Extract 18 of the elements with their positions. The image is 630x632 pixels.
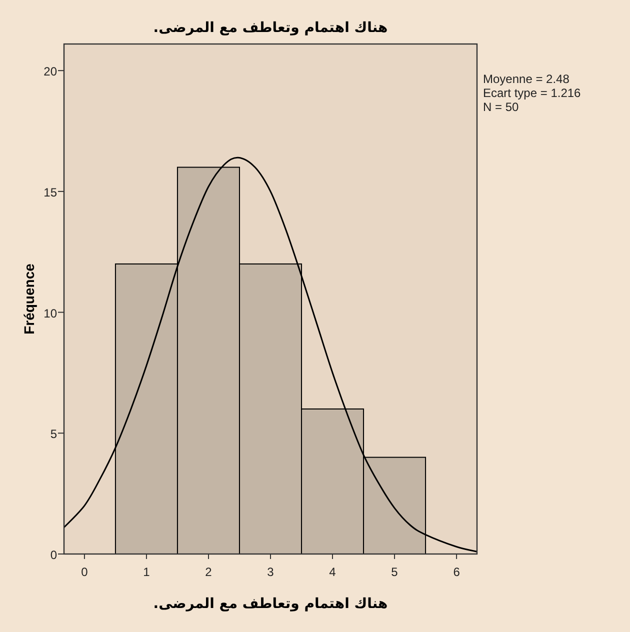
text: N = 50 (483, 100, 520, 114)
x-tick-label: 2 (205, 565, 212, 579)
y-tick-label: 0 (50, 548, 58, 562)
text: Ecart type = 1.216 (483, 86, 582, 100)
y-tick-label: 5 (50, 427, 58, 442)
x-tick-label: 5 (391, 565, 398, 579)
chart-title: هناك اهتمام وتعاطف مع المرضى. (153, 20, 388, 36)
y-tick-label: 10 (44, 306, 58, 320)
y-tick-label: 20 (44, 64, 58, 79)
text: Moyenne = 2.48 (483, 72, 570, 86)
y-axis-title: Fréquence (21, 263, 37, 334)
x-axis-title: هناك اهتمام وتعاطف مع المرضى. (153, 596, 388, 612)
y-tick-label: 15 (44, 185, 58, 200)
x-tick-label: 6 (453, 565, 460, 579)
x-tick-label: 0 (81, 565, 88, 579)
x-tick-label: 4 (329, 565, 336, 579)
x-tick-label: 3 (267, 565, 274, 579)
x-tick-label: 1 (143, 565, 150, 579)
